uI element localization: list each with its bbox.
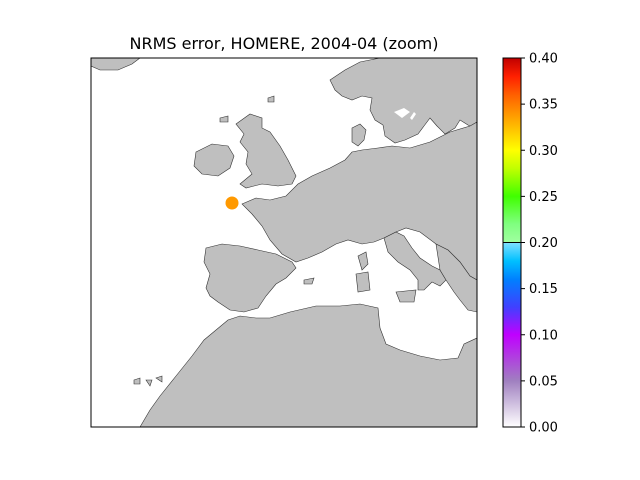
land-sicily — [395, 289, 417, 303]
station-marker — [225, 196, 239, 210]
land-shetland — [267, 95, 275, 103]
land-canary-2 — [145, 379, 153, 387]
colorbar-tick-label: 0.20 — [529, 236, 558, 251]
land-north-atlantic-island — [91, 58, 141, 71]
land-scandinavia — [329, 58, 477, 144]
land-iberia — [203, 243, 297, 313]
lake-vattern — [410, 112, 416, 120]
land-ireland — [193, 143, 235, 177]
colorbar-tick-label: 0.30 — [529, 144, 558, 159]
colorbar-tick-label: 0.00 — [529, 421, 558, 436]
lakes — [394, 108, 416, 120]
lake-vanern — [394, 108, 410, 118]
land — [91, 58, 477, 427]
colorbar-ticks: 0.00 0.05 0.10 0.15 0.20 0.25 0.30 0.35 0.40 — [521, 52, 558, 436]
map-title: NRMS error, HOMERE, 2004-04 (zoom) — [130, 34, 439, 53]
land-balkans — [435, 243, 477, 313]
land-canary-3 — [155, 375, 163, 383]
colorbar-tick-label: 0.35 — [529, 98, 558, 113]
land-great-britain — [235, 113, 297, 189]
land-balearic — [303, 277, 315, 285]
land-orkney — [219, 115, 229, 123]
markers — [225, 196, 239, 210]
colorbar-tick-label: 0.15 — [529, 282, 558, 297]
map-frame — [90, 57, 478, 428]
land-italy — [383, 231, 447, 291]
colorbar-tick-label: 0.25 — [529, 190, 558, 205]
land-canary-1 — [133, 377, 141, 385]
colorbar-tick-label: 0.10 — [529, 328, 558, 343]
land-sardinia — [355, 271, 371, 293]
land-corsica — [357, 251, 369, 271]
colorbar: 0.00 0.05 0.10 0.15 0.20 0.25 0.30 0.35 0.40 — [502, 52, 558, 436]
land-north-africa — [139, 303, 477, 427]
map-area — [90, 57, 478, 428]
colorbar-tick-label: 0.05 — [529, 374, 558, 389]
land-denmark — [351, 123, 367, 147]
colorbar-tick-label: 0.40 — [529, 52, 558, 67]
